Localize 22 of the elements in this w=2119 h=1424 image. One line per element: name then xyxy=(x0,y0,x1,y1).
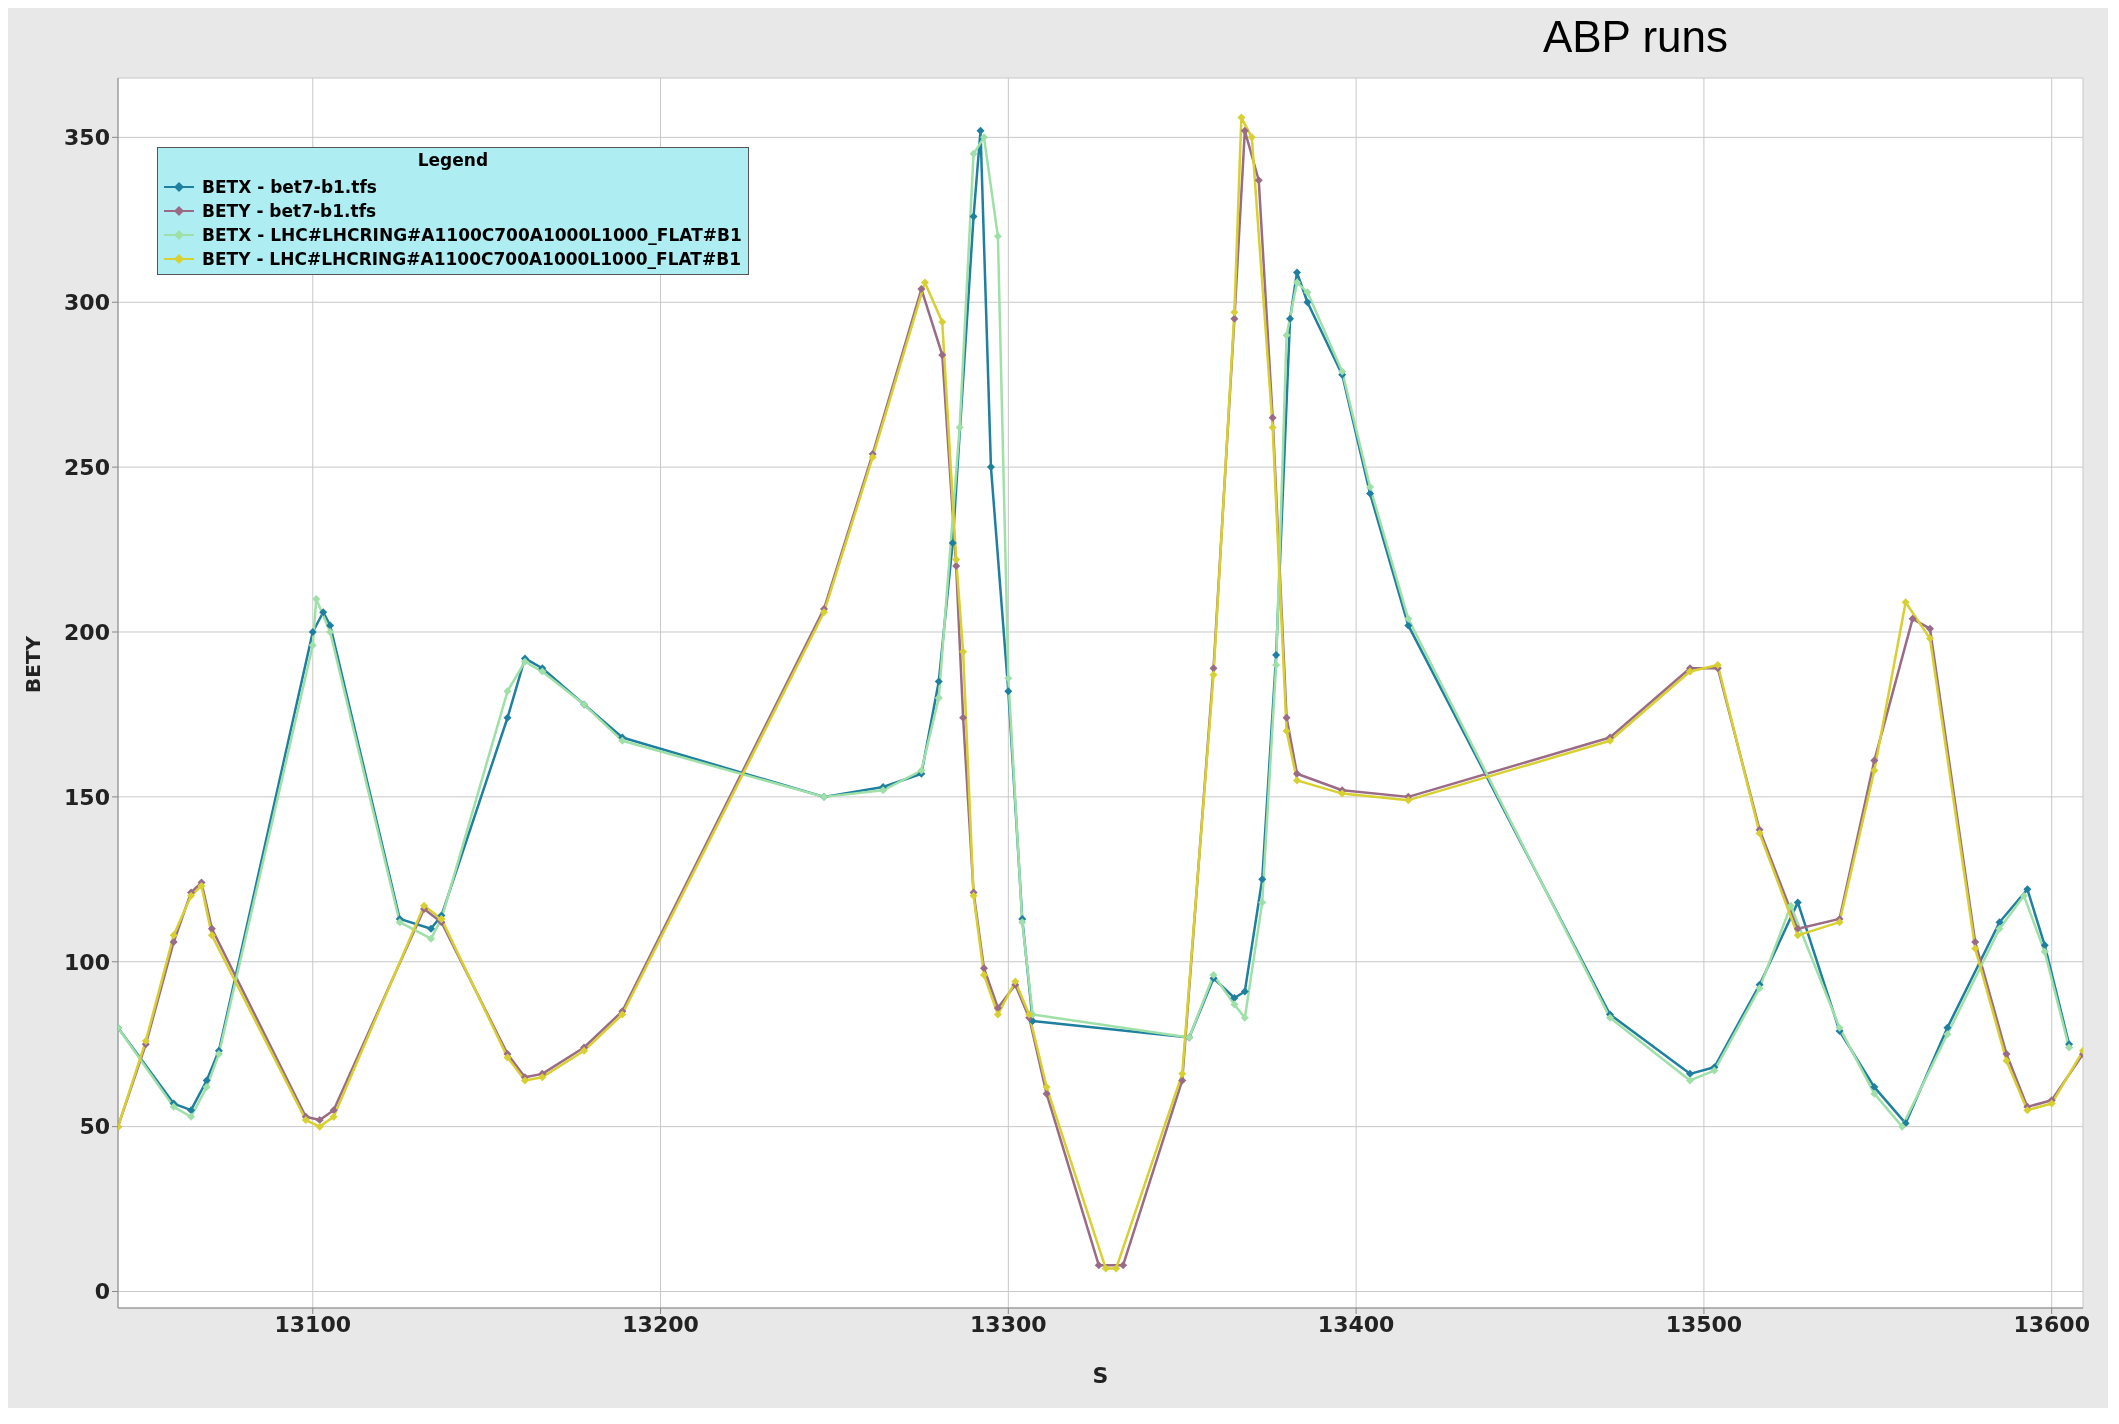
y-tick-label: 200 xyxy=(64,619,110,645)
chart-title: ABP runs xyxy=(1542,12,1728,62)
y-tick-label: 0 xyxy=(94,1279,110,1305)
x-tick-label: 13100 xyxy=(274,1311,352,1337)
legend-label: BETY - bet7-b1.tfs xyxy=(202,200,377,223)
x-tick-label: 13400 xyxy=(1317,1311,1395,1337)
x-tick-label: 13300 xyxy=(970,1311,1047,1337)
y-tick-label: 100 xyxy=(64,949,110,975)
y-tick-label: 50 xyxy=(79,1114,110,1140)
legend-label: BETX - LHC#LHCRING#A1100C700A1000L1000_FLAT#B1 xyxy=(202,224,742,247)
y-tick-label: 300 xyxy=(64,290,110,316)
x-axis-title: S xyxy=(1092,1363,1109,1388)
legend-label: BETX - bet7-b1.tfs xyxy=(202,176,377,199)
y-tick-label: 350 xyxy=(64,125,110,151)
y-tick-label: 150 xyxy=(64,784,110,810)
legend-title: Legend xyxy=(416,149,490,172)
x-tick-label: 13500 xyxy=(1665,1311,1743,1337)
legend-label: BETY - LHC#LHCRING#A1100C700A1000L1000_FLAT#B1 xyxy=(202,248,741,271)
y-tick-label: 250 xyxy=(64,454,110,480)
x-tick-label: 13600 xyxy=(2013,1311,2090,1337)
x-tick-label: 13200 xyxy=(622,1311,699,1337)
y-axis-title: BETY xyxy=(21,635,46,693)
